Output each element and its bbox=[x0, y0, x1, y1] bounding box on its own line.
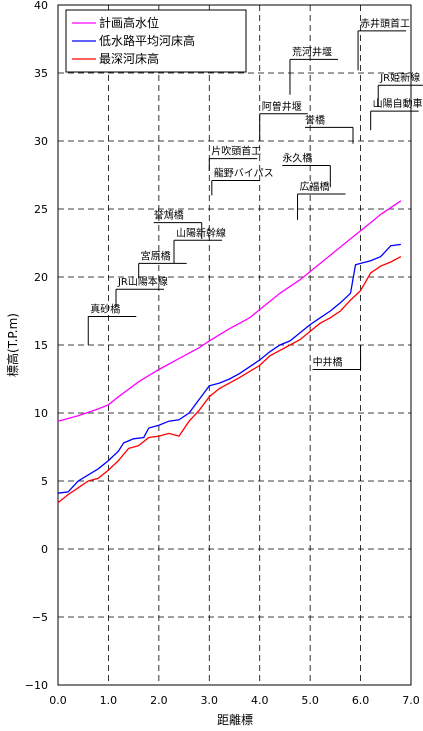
annotation-label: 赤井頭首工 bbox=[360, 17, 410, 30]
annotation-marker: JR姫新線 bbox=[377, 71, 423, 107]
annotation-label: 中井橋 bbox=[313, 355, 343, 368]
legend-entry: 最深河床高 bbox=[99, 51, 159, 66]
y-tick-label: 10 bbox=[34, 407, 48, 420]
annotation-label: 荒河井堰 bbox=[292, 45, 332, 58]
y-axis-label: 標高(T.P.m) bbox=[5, 313, 20, 377]
annotation-label: 誉橋 bbox=[305, 113, 325, 126]
annotation-marker: 荒河井堰 bbox=[289, 45, 338, 95]
series-line bbox=[57, 200, 402, 422]
annotation-marker: 誉橋 bbox=[305, 113, 354, 144]
annotation-marker: JR山陽本線 bbox=[115, 275, 168, 307]
annotation-label: 永久橋 bbox=[282, 151, 312, 164]
x-tick-label: 1.0 bbox=[100, 694, 118, 707]
y-tick-label: 20 bbox=[34, 271, 48, 284]
annotation-marker: 龍野バイパス bbox=[211, 166, 274, 196]
annotation-marker: 山陽自動車道 bbox=[370, 97, 423, 131]
annotation-label: 阿曽井堰 bbox=[262, 100, 302, 113]
annotation-marker: 誉鴆橋 bbox=[153, 209, 203, 239]
x-tick-label: 6.0 bbox=[352, 694, 370, 707]
plot-frame bbox=[57, 4, 412, 686]
x-tick-label: 7.0 bbox=[402, 694, 420, 707]
annotation-marker: 赤井頭首工 bbox=[357, 17, 410, 71]
y-tick-label: 25 bbox=[34, 203, 48, 216]
data-series bbox=[57, 200, 402, 504]
y-tick-label: −5 bbox=[32, 611, 48, 624]
x-tick-label: 2.0 bbox=[150, 694, 168, 707]
y-axis-ticks: −10 −5 0 5 10 15 20 25 30 35 40 bbox=[25, 0, 48, 692]
annotation-label: 広福橋 bbox=[300, 180, 330, 193]
annotation-label: JR姫新線 bbox=[379, 71, 420, 84]
legend-entry: 計画高水位 bbox=[99, 15, 159, 30]
annotation-label: 片吹頭首工 bbox=[211, 145, 261, 158]
annotation-label: 宮原橋 bbox=[141, 249, 171, 262]
annotation-marker: 広福橋 bbox=[297, 180, 346, 220]
annotation-label: JR山陽本線 bbox=[117, 275, 168, 288]
annotation-marker: 宮原橋 bbox=[138, 249, 187, 279]
annotation-label: 龍野バイパス bbox=[214, 166, 274, 179]
x-tick-label: 3.0 bbox=[201, 694, 219, 707]
annotation-marker: 真砂橋 bbox=[87, 302, 137, 345]
x-tick-label: 4.0 bbox=[251, 694, 269, 707]
y-tick-label: 0 bbox=[41, 543, 48, 556]
grid-lines bbox=[58, 5, 411, 685]
series-line bbox=[57, 256, 402, 504]
y-tick-label: 40 bbox=[34, 0, 48, 12]
x-tick-label: 0.0 bbox=[49, 694, 67, 707]
annotation-marker: 片吹頭首工 bbox=[208, 145, 261, 171]
x-axis-ticks: 0.0 1.0 2.0 3.0 4.0 5.0 6.0 7.0 bbox=[49, 694, 420, 707]
y-tick-label: 5 bbox=[41, 475, 48, 488]
annotation-marker: 阿曽井堰 bbox=[259, 100, 308, 141]
annotation-marker: 永久橋 bbox=[282, 151, 331, 188]
x-axis-label: 距離標 bbox=[217, 713, 253, 727]
x-tick-label: 5.0 bbox=[301, 694, 319, 707]
annotation-label: 山陽自動車道 bbox=[373, 97, 423, 110]
y-tick-label: 35 bbox=[34, 67, 48, 80]
annotation-label: 誉鴆橋 bbox=[154, 209, 184, 222]
y-tick-label: 30 bbox=[34, 135, 48, 148]
annotation-label: 山陽新幹線 bbox=[176, 226, 226, 239]
y-tick-label: −10 bbox=[25, 679, 48, 692]
annotation-marker: 中井橋 bbox=[312, 345, 362, 370]
annotation-marker: 山陽新幹線 bbox=[173, 226, 226, 264]
legend-entry: 低水路平均河床高 bbox=[99, 33, 195, 48]
y-tick-label: 15 bbox=[34, 339, 48, 352]
annotation-label: 真砂橋 bbox=[90, 302, 120, 315]
series-line bbox=[57, 243, 401, 494]
